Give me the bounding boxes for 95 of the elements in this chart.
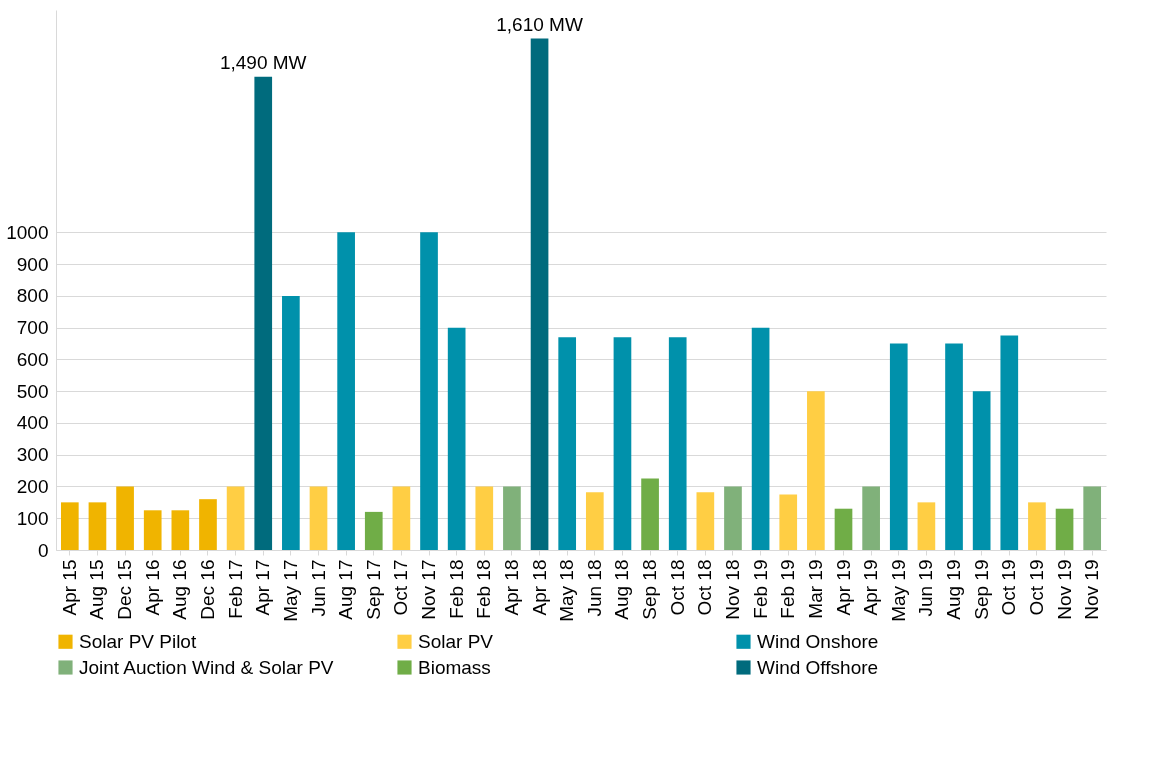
bar	[88, 502, 107, 550]
legend-label: Solar PV	[418, 630, 494, 652]
y-tick-label: 0	[37, 539, 49, 561]
bar	[641, 478, 659, 550]
x-tick-label: Apr 19	[832, 559, 854, 616]
bar	[724, 486, 742, 550]
x-tick-label: Aug 17	[335, 559, 357, 620]
y-tick-label: 200	[16, 475, 49, 497]
bar	[558, 337, 577, 550]
bar	[60, 502, 79, 550]
x-tick-label: Apr 16	[141, 559, 163, 616]
bar	[585, 492, 604, 550]
bar	[613, 337, 632, 550]
bar	[503, 486, 521, 550]
x-tick-label: Sep 18	[639, 559, 661, 620]
bar	[917, 502, 936, 550]
bar	[530, 38, 549, 550]
x-tick-label: May 17	[279, 559, 301, 622]
bar	[282, 295, 300, 550]
bar	[337, 232, 355, 550]
legend-label: Solar PV Pilot	[79, 630, 197, 652]
data-label: 1,490 MW	[219, 51, 307, 73]
bar	[475, 486, 494, 550]
x-tick-label: Apr 18	[500, 559, 522, 616]
x-tick-label: Feb 19	[777, 559, 799, 619]
bar	[116, 486, 134, 550]
bar	[199, 499, 217, 550]
bar	[972, 391, 991, 550]
x-tick-label: Dec 15	[114, 559, 136, 620]
bar	[834, 508, 853, 550]
bar	[696, 492, 715, 550]
legend-label: Biomass	[418, 656, 491, 678]
bar	[889, 343, 908, 550]
bar	[420, 232, 438, 550]
y-tick-label: 700	[16, 317, 49, 339]
x-tick-label: Oct 19	[1025, 559, 1047, 616]
x-tick-label: Dec 16	[196, 559, 218, 620]
bar	[668, 337, 687, 550]
x-tick-label: May 19	[887, 559, 909, 622]
bar	[807, 391, 825, 550]
x-tick-label: Feb 17	[224, 559, 246, 619]
x-tick-label: Nov 19	[1081, 559, 1103, 620]
bar	[1000, 335, 1019, 550]
x-tick-label: Sep 19	[970, 559, 992, 620]
legend-label: Wind Offshore	[757, 656, 879, 678]
x-tick-label: Oct 17	[390, 559, 412, 616]
y-tick-label: 900	[16, 253, 49, 275]
x-tick-label: Aug 19	[943, 559, 965, 620]
x-tick-label: Aug 16	[169, 559, 191, 620]
legend-label: Joint Auction Wind & Solar PV	[79, 656, 334, 678]
x-tick-label: Jun 18	[583, 559, 605, 617]
x-tick-label: Nov 19	[1053, 559, 1075, 620]
x-tick-label: Apr 19	[860, 559, 882, 616]
x-tick-label: Feb 19	[749, 559, 771, 619]
bar	[143, 510, 162, 550]
y-tick-label: 500	[16, 380, 49, 402]
x-tick-label: Feb 18	[473, 559, 495, 619]
bar	[1028, 502, 1046, 550]
y-tick-label: 100	[16, 507, 49, 529]
bar	[171, 510, 190, 550]
x-tick-label: Sep 17	[362, 559, 384, 620]
bar	[1055, 508, 1074, 550]
y-tick-label: 800	[16, 285, 49, 307]
x-tick-label: Mar 19	[804, 559, 826, 619]
x-tick-label: Nov 17	[418, 559, 440, 620]
bar	[447, 327, 466, 550]
x-tick-label: Jun 17	[307, 559, 329, 617]
bar	[862, 486, 880, 550]
x-tick-label: Oct 18	[694, 559, 716, 616]
x-tick-label: Jun 19	[915, 559, 937, 617]
x-tick-label: Aug 15	[86, 559, 108, 620]
y-tick-label: 400	[16, 412, 49, 434]
x-tick-label: Apr 18	[528, 559, 550, 616]
y-tick-label: 300	[16, 444, 49, 466]
x-tick-label: Apr 15	[58, 559, 80, 616]
bar	[254, 76, 273, 550]
x-tick-label: May 18	[556, 559, 578, 622]
legend-label: Wind Onshore	[757, 630, 879, 652]
bar	[945, 343, 963, 550]
bar	[1083, 486, 1102, 550]
x-tick-label: Oct 19	[998, 559, 1020, 616]
x-tick-label: Nov 18	[721, 559, 743, 620]
bar	[779, 494, 798, 550]
bar	[364, 511, 383, 550]
bar	[226, 486, 245, 550]
bar	[751, 327, 770, 550]
y-tick-label: 1000	[6, 221, 49, 243]
bar	[309, 486, 328, 550]
data-label: 1,610 MW	[496, 13, 583, 35]
x-tick-label: Apr 17	[252, 559, 274, 616]
x-tick-label: Oct 18	[666, 559, 688, 616]
x-tick-label: Aug 18	[611, 559, 633, 620]
y-tick-label: 600	[16, 348, 49, 370]
bar	[392, 486, 411, 550]
x-tick-label: Feb 18	[445, 559, 467, 619]
